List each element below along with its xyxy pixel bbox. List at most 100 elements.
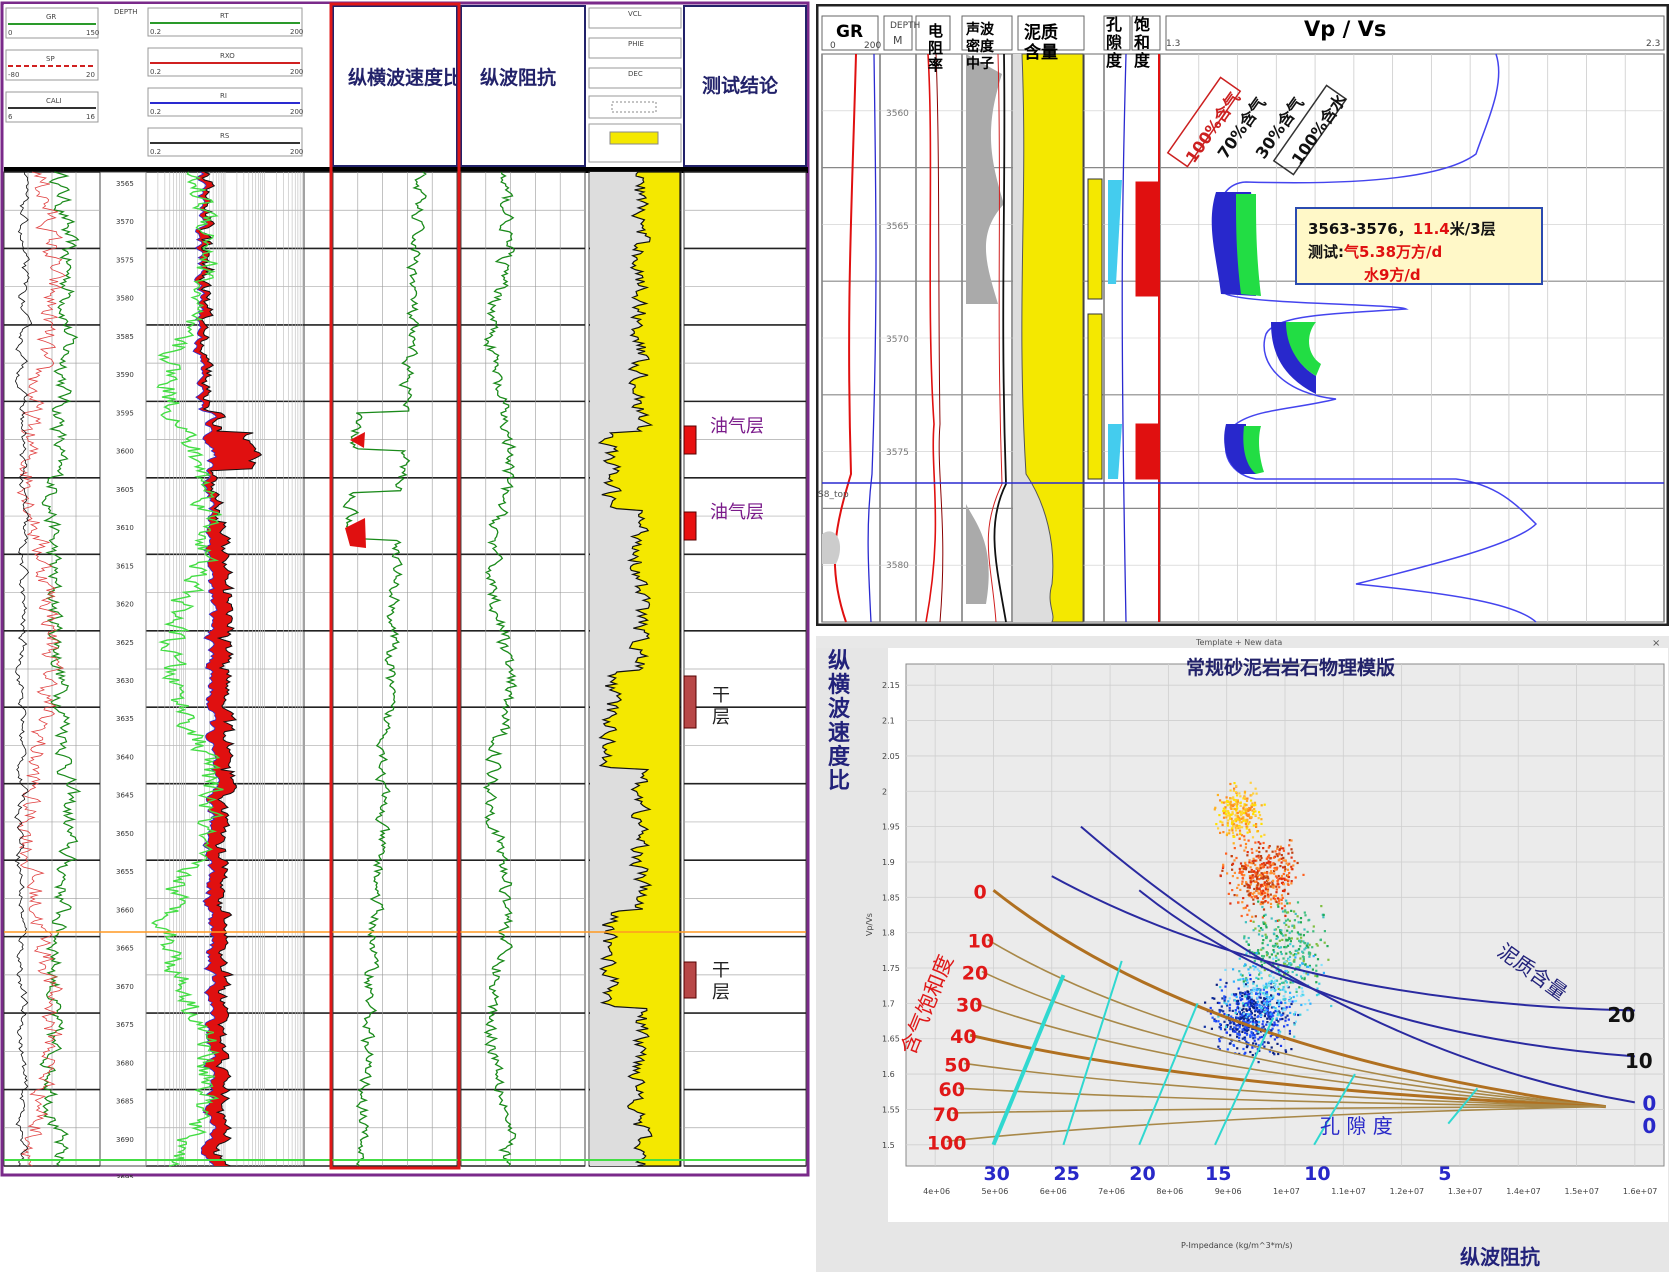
scatter-point: [1220, 1009, 1223, 1012]
scatter-point: [1275, 900, 1278, 903]
scatter-point: [1257, 977, 1260, 980]
scatter-point: [1276, 992, 1280, 996]
scatter-point: [1243, 964, 1246, 968]
scatter-point: [1231, 1017, 1234, 1020]
scatter-point: [1227, 801, 1230, 804]
scatter-point: [1255, 1020, 1258, 1023]
scatter-point: [1294, 912, 1297, 915]
rt-depth-label: 3575: [886, 448, 909, 458]
scatter-point: [1280, 902, 1283, 905]
scatter-point: [1247, 822, 1250, 826]
scatter-point: [1235, 804, 1238, 808]
scatter-point: [1245, 1029, 1249, 1032]
scatter-point: [1252, 857, 1255, 860]
scatter-point: [1262, 999, 1265, 1002]
sonic-label: 声波密度中子: [965, 21, 995, 72]
scatter-point: [1276, 985, 1279, 988]
depth-label: DEPTH: [890, 21, 920, 31]
y-tick-label: 1.5: [882, 1141, 895, 1150]
scatter-point: [1241, 1016, 1244, 1019]
scatter-point: [1263, 969, 1266, 972]
scatter-point: [1241, 867, 1244, 870]
scatter-point: [1266, 892, 1269, 895]
scatter-point: [1266, 861, 1269, 865]
scatter-point: [1266, 1008, 1269, 1012]
scatter-point: [1286, 929, 1289, 932]
scatter-point: [1261, 905, 1264, 909]
scatter-point: [1253, 1003, 1256, 1006]
scatter-point: [1255, 1029, 1258, 1032]
scatter-point: [1236, 894, 1239, 897]
scatter-point: [1276, 945, 1279, 948]
scatter-point: [1281, 1013, 1284, 1016]
scatter-point: [1258, 887, 1261, 890]
scatter-point: [1301, 962, 1304, 965]
x-tick-label: 1.1e+07: [1331, 1187, 1366, 1196]
scatter-point: [1282, 995, 1285, 998]
scatter-point: [1269, 898, 1273, 901]
scatter-point: [1288, 955, 1292, 958]
scatter-point: [1224, 807, 1227, 810]
scatter-point: [1259, 885, 1262, 888]
scatter-point: [1249, 919, 1252, 922]
scatter-point: [1303, 948, 1306, 951]
scatter-point: [1253, 989, 1256, 992]
scatter-point: [1299, 941, 1302, 944]
scatter-point: [1216, 793, 1219, 797]
scatter-point: [1270, 917, 1273, 920]
scatter-point: [1242, 816, 1245, 819]
close-icon[interactable]: ×: [1652, 638, 1660, 649]
scatter-point: [1264, 884, 1268, 887]
scatter-point: [1287, 852, 1290, 855]
scatter-point: [1256, 882, 1260, 885]
scatter-point: [1247, 968, 1250, 971]
scatter-point: [1273, 856, 1276, 859]
scatter-point: [1306, 965, 1310, 968]
scatter-point: [1256, 866, 1259, 870]
scatter-point: [1238, 829, 1242, 832]
scatter-point: [1265, 991, 1268, 994]
scatter-point: [1251, 860, 1254, 863]
scatter-point: [1285, 945, 1288, 949]
scatter-point: [1281, 910, 1285, 913]
scatter-point: [1277, 1020, 1280, 1023]
saturation-label: 100: [927, 1132, 967, 1154]
scatter-point: [1315, 943, 1318, 946]
scatter-point: [1245, 1013, 1248, 1016]
scatter-point: [1270, 1006, 1274, 1009]
scatter-point: [1245, 882, 1248, 885]
scatter-point: [1236, 1032, 1239, 1035]
scatter-point: [1287, 883, 1290, 886]
scatter-point: [1244, 842, 1248, 846]
scatter-point: [1264, 888, 1268, 891]
depth-tick: 3640: [116, 753, 134, 761]
scatter-point: [1286, 918, 1290, 921]
scatter-point: [1252, 870, 1255, 873]
scatter-point: [1275, 1018, 1278, 1021]
scatter-point: [1273, 872, 1276, 875]
scatter-point: [1327, 958, 1330, 961]
scatter-point: [1287, 971, 1290, 974]
scatter-point: [1233, 782, 1236, 785]
right-top-svg: 3560 3565 3570 3575 3580 GR 0 200 DEPTH M 电阻…: [816, 4, 1669, 626]
scatter-point: [1244, 995, 1247, 998]
scatter-point: [1291, 924, 1294, 927]
scatter-point: [1275, 868, 1278, 871]
scatter-point: [1293, 1035, 1296, 1038]
scatter-point: [1288, 871, 1291, 875]
scatter-point: [1245, 827, 1248, 830]
scatter-point: [1224, 801, 1227, 804]
scatter-point: [1223, 1012, 1226, 1016]
scatter-point: [1256, 877, 1259, 880]
scatter-point: [1266, 993, 1269, 996]
conclusion-label-3: 干层: [712, 685, 730, 728]
scatter-point: [1279, 950, 1282, 954]
scatter-point: [1231, 868, 1234, 871]
header-curve-max: 16: [86, 113, 95, 121]
scatter-point: [1244, 906, 1247, 909]
scatter-point: [1283, 962, 1286, 966]
scatter-point: [1259, 863, 1262, 867]
depth-tick: 3655: [116, 868, 134, 876]
scatter-point: [1262, 862, 1265, 865]
scatter-point: [1282, 988, 1285, 991]
